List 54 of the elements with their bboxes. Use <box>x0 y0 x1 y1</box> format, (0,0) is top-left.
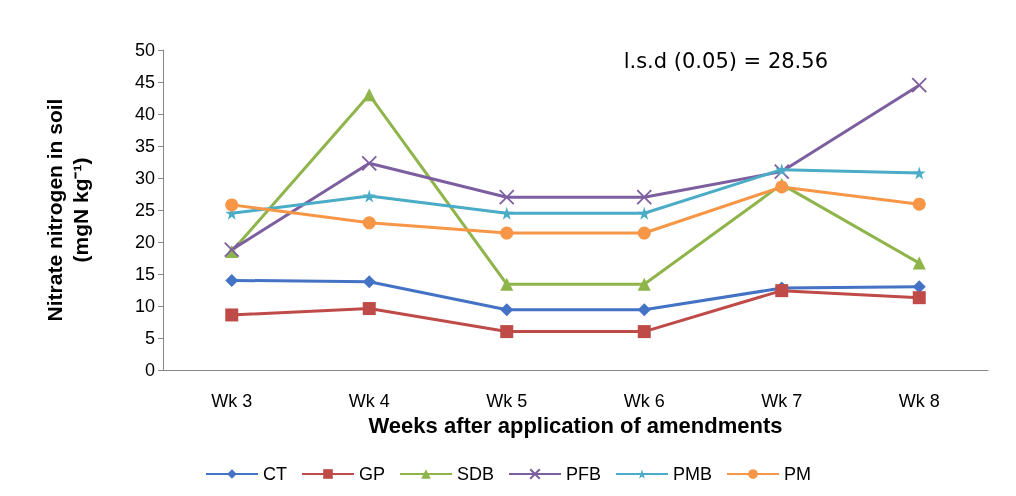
point <box>912 291 926 305</box>
point <box>362 88 376 102</box>
point <box>637 206 651 220</box>
annotation: l.s.d (0.05) = 28.56 <box>623 48 828 73</box>
point <box>500 226 514 240</box>
point <box>500 325 514 339</box>
x-tick-label: Wk 6 <box>623 391 665 411</box>
legend-label: GP <box>358 464 385 484</box>
point <box>500 277 514 291</box>
y-axis-title: Nitrate nitrogen in soil (mgN kg⁻¹) <box>42 98 92 322</box>
y-tick-label: 25 <box>134 200 155 220</box>
point <box>362 216 376 230</box>
legend-label: PFB <box>566 464 602 484</box>
legend-label: SDB <box>456 464 494 484</box>
point <box>912 256 926 270</box>
y-tick-label: 15 <box>134 264 155 284</box>
y-tick-label: 35 <box>134 136 155 156</box>
point <box>911 77 928 94</box>
point <box>225 198 239 212</box>
point <box>637 226 651 240</box>
legend-label: CT <box>262 464 287 484</box>
y-tick-label: 45 <box>134 72 155 92</box>
x-tick-label: Wk 4 <box>348 391 390 411</box>
legend-label: PM <box>784 464 812 484</box>
point <box>362 275 376 289</box>
point <box>912 197 926 211</box>
y-tick-label: 0 <box>144 360 155 380</box>
y-tick-label: 40 <box>134 104 155 124</box>
point <box>498 189 515 206</box>
point <box>225 308 239 322</box>
point <box>637 303 651 317</box>
legend-label: PMB <box>673 464 713 484</box>
point <box>637 325 651 339</box>
point <box>500 303 514 317</box>
y-tick-label: 30 <box>134 168 155 188</box>
x-axis-title: Weeks after application of amendments <box>368 413 783 439</box>
point <box>223 241 240 258</box>
y-tick-label: 10 <box>134 296 155 316</box>
y-tick-label: 50 <box>134 40 155 60</box>
point <box>362 302 376 316</box>
point <box>912 280 926 294</box>
x-tick-label: Wk 5 <box>486 391 528 411</box>
y-tick-label: 5 <box>144 328 155 348</box>
point <box>500 206 514 220</box>
x-tick-label: Wk 7 <box>761 391 803 411</box>
y-tick-label: 20 <box>134 232 155 252</box>
point <box>362 189 376 203</box>
point <box>225 273 239 287</box>
point <box>361 155 378 172</box>
point <box>636 189 653 206</box>
x-tick-label: Wk 3 <box>211 391 253 411</box>
x-tick-label: Wk 8 <box>898 391 940 411</box>
point <box>637 277 651 291</box>
point <box>912 166 926 180</box>
